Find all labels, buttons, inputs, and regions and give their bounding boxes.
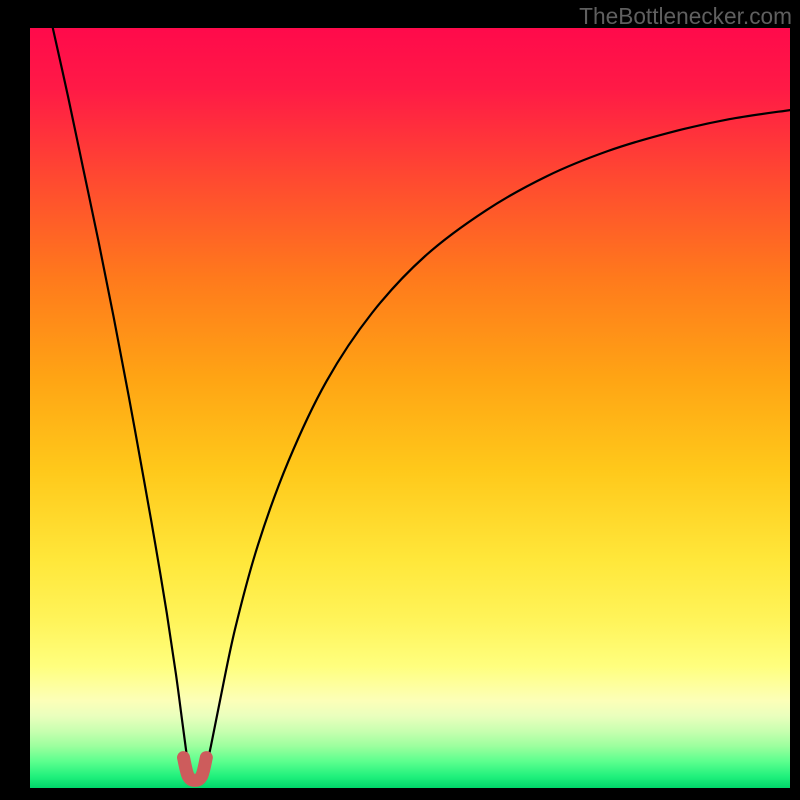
curve-right-branch — [205, 110, 790, 773]
frame-left — [0, 0, 30, 800]
watermark-text: TheBottlenecker.com — [579, 3, 792, 30]
frame-right — [790, 0, 800, 800]
stage: TheBottlenecker.com — [0, 0, 800, 800]
plot-area — [30, 28, 790, 788]
curve-left-branch — [53, 28, 190, 773]
frame-bottom — [0, 788, 800, 800]
curve-layer — [30, 28, 790, 788]
highlight-marker — [184, 758, 207, 781]
